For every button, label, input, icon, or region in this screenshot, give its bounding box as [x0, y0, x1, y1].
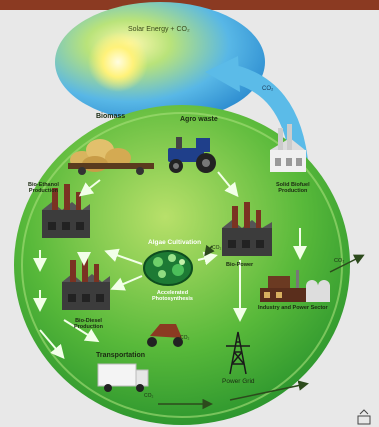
- co2-flow-arrows: [158, 244, 365, 410]
- algae-cultivation-label: Algae Cultivation: [148, 239, 202, 246]
- accelerated-photosynthesis-label: Accelerated Photosynthesis: [152, 290, 193, 303]
- co2-scooter-label: CO₂: [180, 335, 190, 341]
- truck-icon: [97, 363, 149, 392]
- co2-arrowhead-icon: [205, 56, 240, 92]
- scooter-icon: [147, 324, 183, 347]
- industry-icon: [260, 270, 330, 302]
- co2-right-label: CO₂: [334, 258, 345, 264]
- solar-arc: [55, 2, 265, 122]
- publisher-logo-icon: [357, 409, 371, 425]
- power-grid-tower-icon: [226, 331, 250, 375]
- transportation-label: Transportation: [96, 352, 146, 359]
- industry-power-sector-label: Industry and Power Sector: [258, 305, 328, 311]
- algae-cultivation-icon: [143, 250, 193, 286]
- bio-diesel-factory-icon: [62, 256, 110, 310]
- co2-arrow-label: CO₂: [262, 86, 274, 92]
- bio-power-label: Bio-Power: [226, 262, 254, 268]
- flow-arrows: [33, 171, 307, 360]
- bio-power-factory-icon: [222, 202, 272, 256]
- power-grid-label: Power Grid: [222, 378, 255, 385]
- bio-ethanol-factory-icon: [42, 184, 90, 238]
- solid-biofuel-factory-icon: [270, 124, 306, 172]
- sun-icon: [88, 32, 148, 92]
- biomass-label: Biomass: [96, 113, 126, 120]
- solid-biofuel-label: Solid Biofuel Production: [276, 182, 310, 195]
- solar-energy-label: Solar Energy + CO₂: [128, 26, 190, 33]
- biomass-bales-icon: [68, 139, 154, 175]
- agro-waste-label: Agro waste: [180, 116, 218, 123]
- bio-ethanol-label: Bio-Ethanol Production: [28, 182, 59, 195]
- co2-bottom-label: CO₂: [144, 393, 154, 399]
- co2-algae-label: CO₂: [212, 245, 222, 251]
- tractor-icon: [168, 137, 216, 173]
- bio-diesel-label: Bio-Diesel Production: [74, 318, 104, 331]
